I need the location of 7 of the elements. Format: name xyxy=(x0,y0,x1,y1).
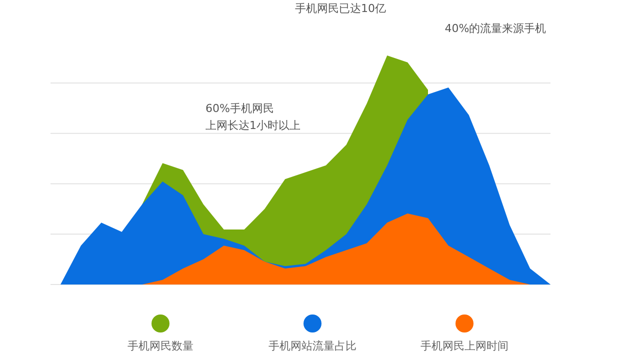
annotation: 60%手机网民 xyxy=(206,102,274,115)
text: 手机网民已达10亿 xyxy=(295,2,386,15)
legend-label: 手机网民上网时间 xyxy=(420,340,508,352)
legend-label: 手机网站流量占比 xyxy=(268,340,356,352)
text: 40%的流量来源手机 xyxy=(444,22,546,35)
annotation: 上网长达1小时以上 xyxy=(206,119,300,132)
legend-label: 手机网民数量 xyxy=(128,340,194,352)
